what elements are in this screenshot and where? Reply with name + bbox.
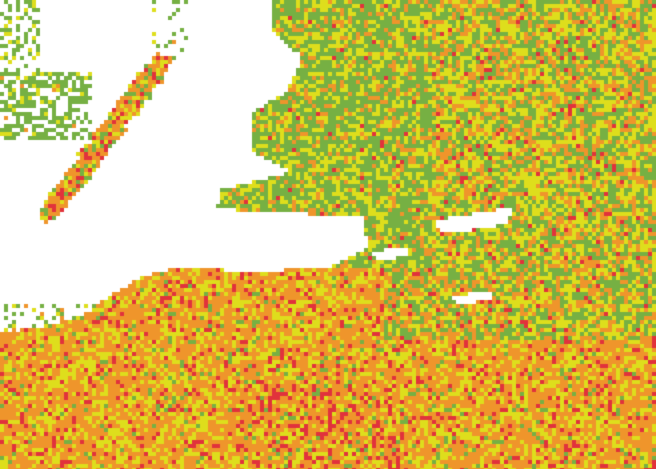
land-cover-raster-map [0,0,656,469]
